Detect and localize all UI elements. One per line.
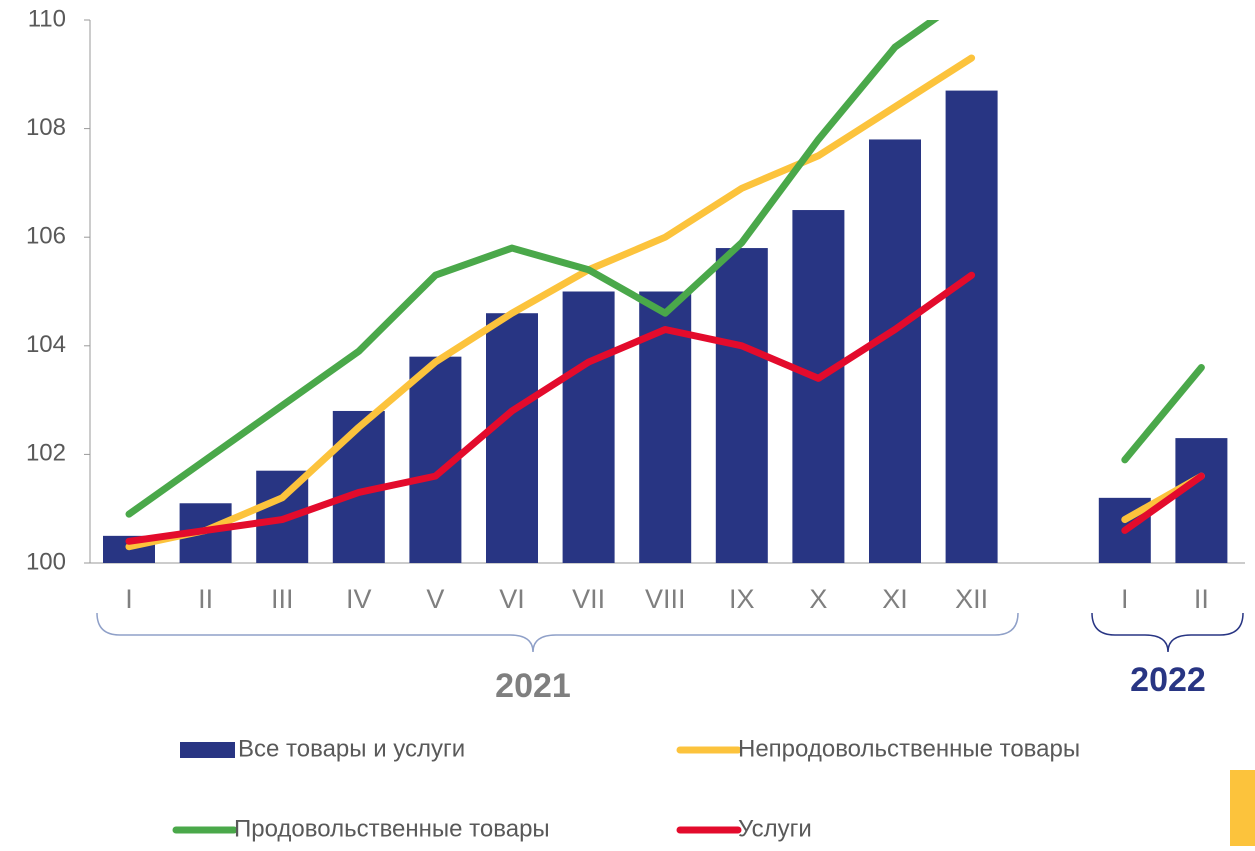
- legend-label: Непродовольственные товары: [738, 735, 1080, 762]
- legend-label: Все товары и услуги: [238, 735, 465, 762]
- bar: [486, 313, 538, 563]
- y-tick-label: 100: [26, 548, 66, 575]
- x-tick-label: X: [809, 584, 827, 614]
- x-tick-label: II: [198, 584, 213, 614]
- x-tick-label: VII: [572, 584, 605, 614]
- legend-label: Продовольственные товары: [234, 815, 550, 842]
- x-tick-label: XI: [882, 584, 908, 614]
- x-tick-label: V: [426, 584, 444, 614]
- legend-swatch: [180, 742, 235, 758]
- x-tick-label: XII: [955, 584, 988, 614]
- line: [125, 271, 1205, 545]
- y-tick-label: 102: [26, 440, 66, 467]
- brace: [96, 612, 1019, 653]
- brace: [1091, 612, 1244, 653]
- x-tick-label: II: [1194, 584, 1209, 614]
- x-tick-label: VIII: [645, 584, 686, 614]
- x-tick-label: VI: [499, 584, 525, 614]
- x-tick-label: III: [271, 584, 294, 614]
- legend-label: Услуги: [738, 815, 812, 842]
- y-tick-label: 110: [28, 5, 66, 32]
- x-tick-label: I: [125, 584, 133, 614]
- y-tick-label: 106: [26, 223, 66, 250]
- plot: [103, 20, 1228, 563]
- bar: [562, 291, 615, 563]
- y-tick-label: 104: [26, 331, 66, 358]
- y-tick-label: 108: [26, 114, 66, 141]
- bar: [792, 210, 845, 563]
- line: [125, 20, 1205, 518]
- bar: [869, 139, 921, 563]
- bar: [715, 248, 768, 563]
- decoration: [1230, 770, 1255, 846]
- bar: [945, 90, 998, 563]
- x-tick-label: I: [1121, 584, 1129, 614]
- x-tick-label: IX: [729, 584, 755, 614]
- x-tick-label: IV: [346, 584, 372, 614]
- bar: [1175, 438, 1228, 563]
- group-label: 2022: [1130, 661, 1206, 699]
- group-label: 2021: [495, 667, 571, 705]
